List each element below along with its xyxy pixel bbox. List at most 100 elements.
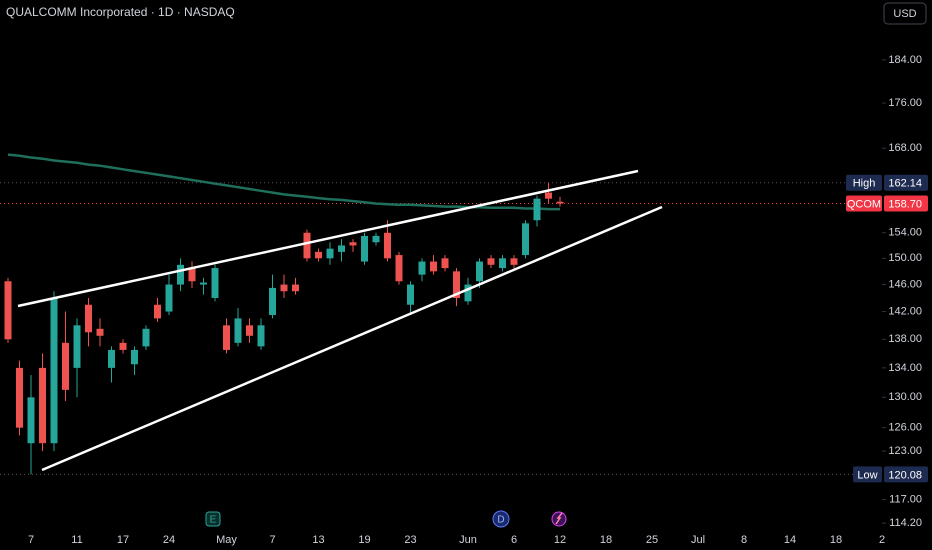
candle-body [246, 325, 253, 336]
candle-body [430, 261, 437, 272]
price-tag-name-box [846, 174, 882, 191]
event-icon[interactable] [205, 511, 221, 527]
candle-body [292, 284, 299, 292]
price-tag-name: High [853, 178, 876, 190]
x-tick-label: Jul [691, 534, 705, 546]
x-tick-label: 12 [554, 534, 566, 546]
price-tag-name-box [846, 195, 882, 212]
x-tick-label: May [216, 534, 237, 546]
candle-body [200, 282, 207, 285]
y-tick-label: 126.00 [888, 422, 922, 434]
candle-body [27, 397, 35, 444]
candle-body [73, 325, 81, 368]
candle-body [418, 261, 426, 275]
candle-body [211, 268, 219, 298]
candle-body [142, 328, 150, 347]
price-tag-value: 158.70 [888, 198, 922, 210]
x-tick-label: 13 [312, 534, 324, 546]
candle-body [303, 232, 311, 259]
candle-body [234, 318, 242, 343]
guide-layer [0, 182, 882, 475]
candle-body [499, 258, 506, 269]
y-tick-label: 154.00 [888, 227, 922, 239]
candle-body [384, 232, 391, 259]
candle-body [556, 201, 564, 204]
price-tag-name-box [853, 466, 882, 483]
y-tick-label: 150.00 [888, 252, 922, 264]
event-split[interactable] [551, 511, 567, 527]
candle-body [315, 251, 322, 259]
y-tick-label: 168.00 [888, 142, 922, 154]
x-tick-label: 23 [404, 534, 416, 546]
candle-body [395, 255, 403, 282]
candle-body [372, 235, 380, 243]
candle-body [533, 198, 541, 221]
candle-body [522, 223, 529, 256]
candle-body [108, 349, 115, 368]
x-tick-label: 24 [163, 534, 175, 546]
candle-body [464, 284, 472, 302]
x-tick-label: 11 [71, 534, 82, 546]
y-tick-label: 142.00 [888, 305, 922, 317]
candle-body [407, 284, 414, 305]
trend-line-upper [17, 169, 639, 308]
event-icon[interactable] [492, 510, 510, 528]
candle-body [487, 258, 495, 265]
candle-body [85, 304, 92, 333]
candle-body [280, 284, 288, 292]
price-tag-value: 120.08 [888, 469, 922, 481]
candle-body [545, 192, 552, 199]
candle-body [131, 349, 138, 365]
axis-layer: 184.00 176.00 168.00 154.00 150.00 146.00 142.… [28, 54, 928, 546]
price-tag-name: QCOM [847, 198, 881, 210]
x-tick-label: 7 [269, 534, 275, 546]
event-earnings[interactable]: E [205, 511, 221, 527]
candle-layer [4, 182, 564, 475]
candle-body [269, 287, 276, 315]
event-dividend[interactable]: D [492, 510, 510, 528]
trend-line-lower [41, 205, 663, 472]
candle-body [165, 284, 173, 312]
y-tick-label: 176.00 [888, 97, 922, 109]
candle-body [188, 268, 196, 282]
y-tick-label: 130.00 [888, 391, 922, 403]
candle-body [338, 245, 345, 252]
candle-body [223, 325, 230, 350]
price-tag-name: Low [857, 469, 877, 481]
x-tick-label: 6 [511, 534, 517, 546]
candle-body [16, 367, 23, 428]
y-tick-label: 117.00 [889, 494, 922, 506]
x-tick-label: 25 [646, 534, 658, 546]
y-tick-label: 134.00 [888, 362, 922, 374]
candle-body [4, 281, 12, 340]
x-tick-label: 19 [358, 534, 370, 546]
x-tick-label: 8 [741, 534, 747, 546]
candle-body [361, 235, 368, 262]
candle-body [62, 342, 69, 390]
candle-body [453, 271, 460, 298]
candle-body [50, 297, 58, 444]
candle-body [177, 264, 184, 285]
x-tick-label: 18 [600, 534, 612, 546]
event-glyph [555, 512, 563, 525]
x-tick-label: 7 [28, 534, 34, 546]
y-tick-label: 123.00 [888, 445, 922, 457]
y-tick-label: 138.00 [888, 333, 922, 345]
candle-body [349, 242, 357, 246]
y-tick-label: 114.20 [889, 517, 922, 529]
event-label[interactable]: E [210, 515, 217, 526]
candle-body [326, 248, 334, 259]
price-tag-value-box [884, 466, 928, 483]
event-label[interactable]: D [497, 515, 504, 526]
x-tick-label: 2 [879, 534, 885, 546]
price-tag-value: 162.14 [888, 178, 922, 190]
x-tick-label: 14 [784, 534, 796, 546]
candle-body [154, 304, 161, 319]
y-tick-label: 146.00 [888, 278, 922, 290]
candle-body [476, 261, 483, 282]
price-tag-value-box [884, 174, 928, 191]
currency-label[interactable]: USD [893, 8, 916, 20]
currency-button[interactable] [883, 2, 927, 25]
